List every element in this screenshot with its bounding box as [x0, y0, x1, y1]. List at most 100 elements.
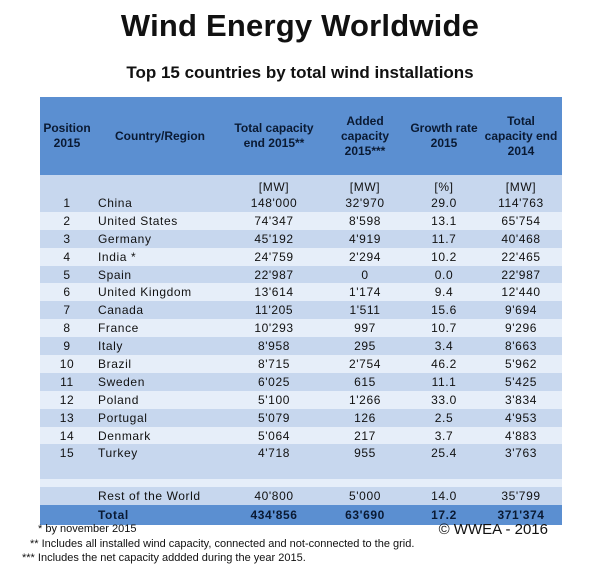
added-2015-cell: 615	[322, 372, 408, 391]
header-total-2014: Total capacity end 2014	[480, 97, 562, 175]
total-2015-cell: 74'347	[226, 211, 322, 230]
total-2014-cell: 3'834	[480, 390, 562, 409]
table-row: 10 Brazil 8'715 2'754 46.2 5'962	[40, 355, 562, 373]
units-cell: [%]	[408, 175, 480, 194]
position-cell: 3	[40, 229, 94, 248]
total-2015-cell: 8'958	[226, 337, 322, 356]
added-2015-cell: 2'754	[322, 355, 408, 373]
table-row: 2 United States 74'347 8'598 13.1 65'754	[40, 211, 562, 230]
header-added-2015: Added capacity 2015***	[322, 97, 408, 175]
position-cell	[40, 505, 94, 526]
country-cell: Portugal	[94, 408, 226, 427]
total-2015-cell: 4'718	[226, 444, 322, 463]
total-2015-cell: 148'000	[226, 194, 322, 212]
footnote-2: ** Includes all installed wind capacity,…	[30, 537, 415, 550]
country-cell: Italy	[94, 337, 226, 356]
added-2015-cell: 8'598	[322, 211, 408, 230]
spacer-cell	[322, 479, 408, 488]
growth-rate-cell: 33.0	[408, 390, 480, 409]
spacer-cell	[94, 462, 226, 480]
table-row: 15 Turkey 4'718 955 25.4 3'763	[40, 444, 562, 463]
table-row: 5 Spain 22'987 0 0.0 22'987	[40, 265, 562, 284]
spacer-cell	[480, 479, 562, 488]
table-row: 9 Italy 8'958 295 3.4 8'663	[40, 337, 562, 356]
page-subtitle: Top 15 countries by total wind installat…	[126, 63, 474, 82]
position-cell: 8	[40, 319, 94, 338]
position-cell: 7	[40, 301, 94, 320]
total-2015-cell: 5'064	[226, 426, 322, 445]
added-2015-cell: 32'970	[322, 194, 408, 212]
added-2015-cell: 217	[322, 426, 408, 445]
spacer-row	[40, 479, 562, 488]
spacer-cell	[408, 479, 480, 488]
position-cell: 11	[40, 372, 94, 391]
header-position: Position 2015	[40, 97, 94, 175]
header-country: Country/Region	[94, 97, 226, 175]
country-cell: Denmark	[94, 426, 226, 445]
added-2015-cell: 63'690	[322, 505, 408, 526]
added-2015-cell: 5'000	[322, 487, 408, 506]
added-2015-cell: 126	[322, 408, 408, 427]
position-cell: 2	[40, 211, 94, 230]
growth-rate-cell: 25.4	[408, 444, 480, 463]
total-2015-cell: 22'987	[226, 265, 322, 284]
growth-rate-cell: 10.2	[408, 247, 480, 266]
growth-rate-cell: 11.1	[408, 372, 480, 391]
country-cell: Sweden	[94, 372, 226, 391]
added-2015-cell: 295	[322, 337, 408, 356]
total-2014-cell: 40'468	[480, 229, 562, 248]
position-cell: 1	[40, 194, 94, 212]
growth-rate-cell: 2.5	[408, 408, 480, 427]
country-cell: Brazil	[94, 355, 226, 373]
position-cell: 10	[40, 355, 94, 373]
country-cell: United Kingdom	[94, 283, 226, 302]
growth-rate-cell: 17.2	[408, 505, 480, 526]
table-row: 1 China 148'000 32'970 29.0 114'763	[40, 194, 562, 212]
spacer-cell	[40, 462, 94, 480]
spacer-cell	[94, 479, 226, 488]
added-2015-cell: 955	[322, 444, 408, 463]
page-title: Wind Energy Worldwide	[120, 8, 480, 43]
total-2014-cell: 114'763	[480, 194, 562, 212]
total-2014-cell: 3'763	[480, 444, 562, 463]
growth-rate-cell: 13.1	[408, 211, 480, 230]
position-cell: 4	[40, 247, 94, 266]
country-cell: Poland	[94, 390, 226, 409]
growth-rate-cell: 15.6	[408, 301, 480, 320]
units-cell	[40, 175, 94, 194]
position-cell: 6	[40, 283, 94, 302]
country-cell: Rest of the World	[94, 487, 226, 506]
table-row: 12 Poland 5'100 1'266 33.0 3'834	[40, 390, 562, 409]
country-cell: France	[94, 319, 226, 338]
total-2014-cell: 65'754	[480, 211, 562, 230]
units-cell: [MW]	[480, 175, 562, 194]
table-row: 14 Denmark 5'064 217 3.7 4'883	[40, 426, 562, 445]
spacer-cell	[40, 479, 94, 488]
total-2015-cell: 434'856	[226, 505, 322, 526]
table-row: 11 Sweden 6'025 615 11.1 5'425	[40, 372, 562, 391]
total-2014-cell: 22'987	[480, 265, 562, 284]
table-row: 8 France 10'293 997 10.7 9'296	[40, 319, 562, 338]
table-header-row: Position 2015 Country/Region Total capac…	[40, 97, 562, 175]
total-2014-cell: 5'962	[480, 355, 562, 373]
total-2015-cell: 45'192	[226, 229, 322, 248]
spacer-cell	[226, 479, 322, 488]
table-row: 3 Germany 45'192 4'919 11.7 40'468	[40, 229, 562, 248]
spacer-cell	[480, 462, 562, 480]
wind-capacity-table: Position 2015 Country/Region Total capac…	[40, 97, 562, 526]
total-2014-cell: 4'883	[480, 426, 562, 445]
position-cell	[40, 487, 94, 506]
units-cell: [MW]	[226, 175, 322, 194]
added-2015-cell: 0	[322, 265, 408, 284]
growth-rate-cell: 9.4	[408, 283, 480, 302]
total-2014-cell: 9'296	[480, 319, 562, 338]
country-cell: China	[94, 194, 226, 212]
country-cell: Turkey	[94, 444, 226, 463]
total-2015-cell: 11'205	[226, 301, 322, 320]
country-cell: Total	[94, 505, 226, 526]
position-cell: 13	[40, 408, 94, 427]
header-total-2015: Total capacity end 2015**	[226, 97, 322, 175]
position-cell: 12	[40, 390, 94, 409]
total-2015-cell: 6'025	[226, 372, 322, 391]
growth-rate-cell: 10.7	[408, 319, 480, 338]
